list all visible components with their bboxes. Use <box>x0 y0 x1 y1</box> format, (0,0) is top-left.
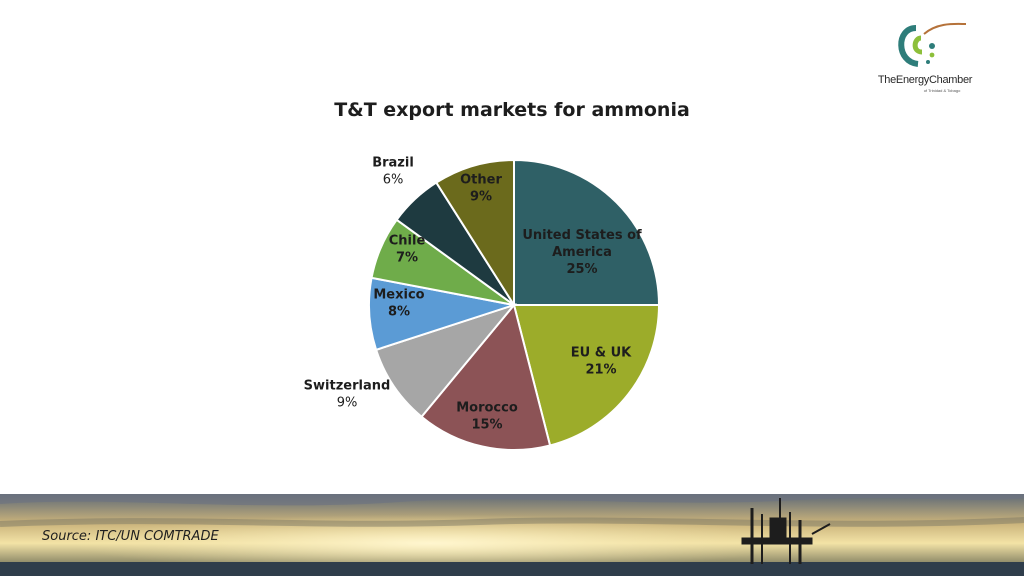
pie-slice-label: Chile 7% <box>389 234 426 266</box>
pie-slice-label: EU & UK 21% <box>571 346 632 378</box>
pie-slice-label: Brazil 6% <box>372 156 414 188</box>
oil-rig-icon <box>741 498 831 564</box>
chart-title: T&T export markets for ammonia <box>334 99 690 121</box>
pie-slice-label: Mexico 8% <box>373 288 424 320</box>
sunset-ocean-image <box>0 494 1024 576</box>
pie-slice-label: Morocco 15% <box>456 401 518 433</box>
pie-slice-label: Switzerland 9% <box>304 379 391 411</box>
footer-sunset-banner <box>0 494 1024 576</box>
pie-slice <box>434 158 515 309</box>
pie-slice <box>513 158 661 306</box>
energy-chamber-logo: TheEnergyChamber of Trinidad & Tobago <box>866 22 984 96</box>
logo-brand-text: TheEnergyChamber <box>877 74 973 86</box>
source-note: Source: ITC/UN COMTRADE <box>42 529 219 544</box>
pie-slice-label: United States of America 25% <box>522 228 642 277</box>
pie-slice <box>512 304 661 447</box>
pie-slice <box>374 302 517 419</box>
logo-emblem-icon <box>898 22 967 67</box>
logo-sub-text: of Trinidad & Tobago <box>923 88 961 93</box>
pie-slice <box>420 302 552 451</box>
pie-slice-label: Other 9% <box>460 173 502 205</box>
